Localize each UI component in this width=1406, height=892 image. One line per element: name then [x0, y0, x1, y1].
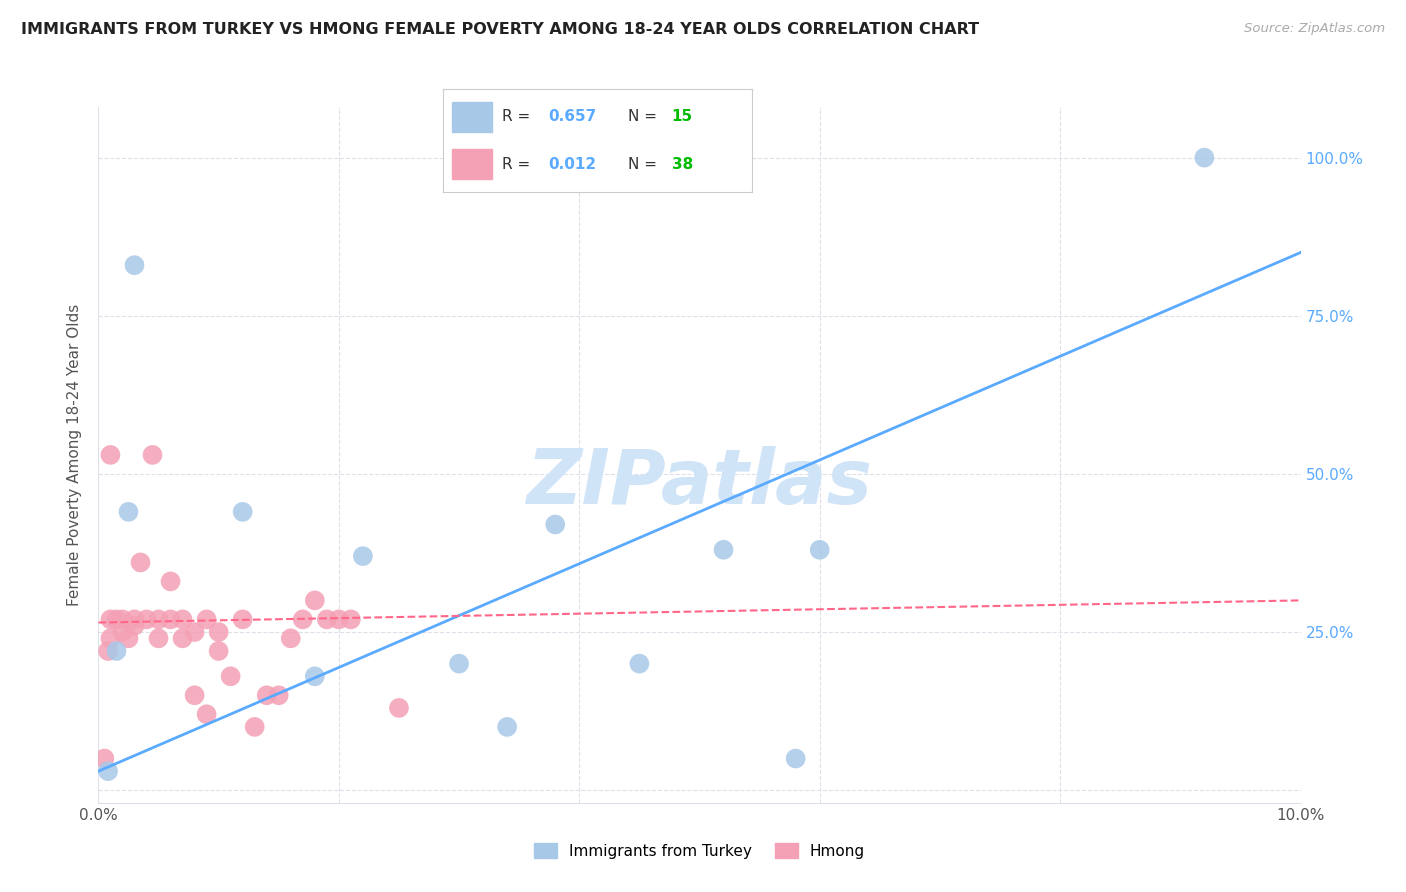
- Point: [388, 701, 411, 715]
- Text: N =: N =: [628, 110, 662, 124]
- Point: [219, 669, 242, 683]
- Point: [117, 632, 139, 646]
- Text: 38: 38: [672, 157, 693, 171]
- Point: [93, 751, 115, 765]
- Point: [100, 612, 122, 626]
- Point: [785, 751, 807, 765]
- Bar: [453, 102, 492, 132]
- Point: [105, 644, 128, 658]
- Text: R =: R =: [502, 157, 534, 171]
- Point: [124, 258, 146, 272]
- Point: [111, 612, 134, 626]
- Bar: [453, 149, 492, 179]
- Point: [304, 593, 326, 607]
- Point: [100, 632, 122, 646]
- Point: [195, 612, 218, 626]
- Point: [195, 707, 218, 722]
- Point: [267, 688, 290, 702]
- Point: [1194, 151, 1216, 165]
- Legend: Immigrants from Turkey, Hmong: Immigrants from Turkey, Hmong: [527, 837, 872, 864]
- Point: [117, 505, 139, 519]
- Point: [208, 625, 231, 640]
- Point: [100, 448, 122, 462]
- Point: [232, 612, 254, 626]
- Point: [159, 574, 181, 589]
- Point: [208, 644, 231, 658]
- Point: [183, 688, 205, 702]
- Point: [713, 542, 735, 557]
- Point: [148, 612, 170, 626]
- Point: [447, 657, 470, 671]
- Point: [808, 542, 831, 557]
- Text: ZIPatlas: ZIPatlas: [526, 446, 873, 520]
- Point: [172, 632, 194, 646]
- Point: [496, 720, 519, 734]
- Point: [256, 688, 278, 702]
- Point: [97, 644, 120, 658]
- Point: [352, 549, 374, 563]
- Point: [148, 632, 170, 646]
- Y-axis label: Female Poverty Among 18-24 Year Olds: Female Poverty Among 18-24 Year Olds: [67, 304, 83, 606]
- Point: [124, 618, 146, 632]
- Text: Source: ZipAtlas.com: Source: ZipAtlas.com: [1244, 22, 1385, 36]
- Text: 15: 15: [672, 110, 693, 124]
- Point: [105, 612, 128, 626]
- Text: 0.012: 0.012: [548, 157, 596, 171]
- Point: [280, 632, 302, 646]
- Text: N =: N =: [628, 157, 662, 171]
- Point: [135, 612, 157, 626]
- Text: 0.657: 0.657: [548, 110, 596, 124]
- Point: [291, 612, 314, 626]
- Point: [628, 657, 651, 671]
- Point: [97, 764, 120, 779]
- Point: [111, 625, 134, 640]
- Point: [304, 669, 326, 683]
- Point: [340, 612, 363, 626]
- Text: IMMIGRANTS FROM TURKEY VS HMONG FEMALE POVERTY AMONG 18-24 YEAR OLDS CORRELATION: IMMIGRANTS FROM TURKEY VS HMONG FEMALE P…: [21, 22, 979, 37]
- Point: [328, 612, 350, 626]
- Point: [183, 625, 205, 640]
- Point: [124, 612, 146, 626]
- Point: [159, 612, 181, 626]
- Text: R =: R =: [502, 110, 534, 124]
- Point: [315, 612, 337, 626]
- Point: [141, 448, 163, 462]
- Point: [232, 505, 254, 519]
- Point: [243, 720, 266, 734]
- Point: [172, 612, 194, 626]
- Point: [129, 556, 152, 570]
- Point: [544, 517, 567, 532]
